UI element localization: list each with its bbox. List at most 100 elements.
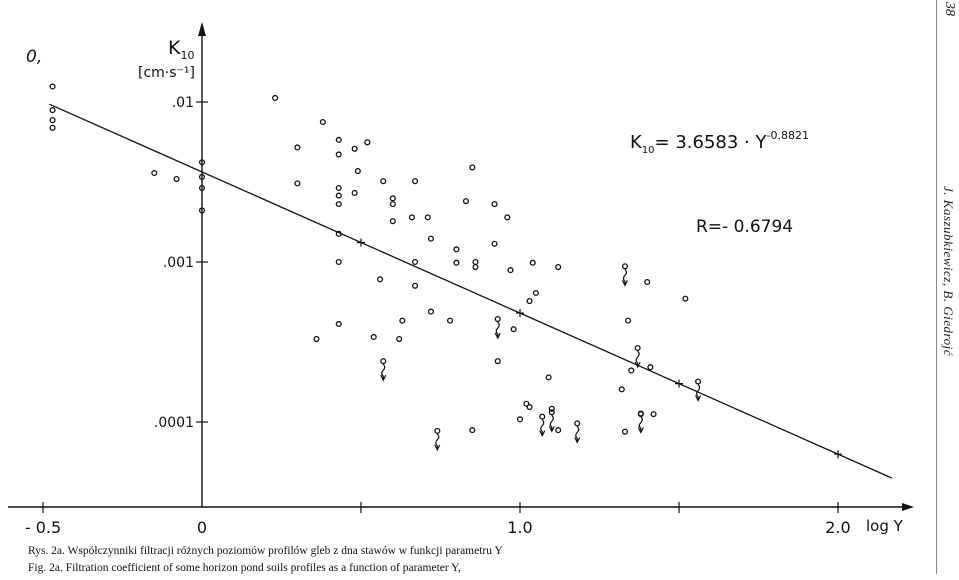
y-axis-label-main: K — [168, 37, 181, 59]
data-point — [49, 124, 56, 131]
down-arrow-icon — [637, 416, 644, 434]
y-tick-label: .001 — [163, 255, 194, 271]
data-point — [469, 164, 476, 171]
data-point — [491, 240, 498, 247]
data-point — [507, 267, 514, 274]
data-point — [272, 94, 279, 102]
data-point — [377, 276, 384, 283]
data-point — [370, 333, 377, 341]
running-head: J. Kaszubkiewicz, B. Giedrojć — [941, 186, 956, 356]
censored-data-point — [434, 427, 441, 434]
censored-data-point — [634, 344, 641, 352]
data-point — [198, 173, 206, 181]
down-arrow-icon — [574, 425, 581, 444]
data-point — [453, 246, 460, 253]
tick-marks: - 0.5 0 1.0 2.0 .01 .001 .0001 — [25, 95, 851, 537]
line-cross-marker — [357, 238, 365, 247]
censored-data-point — [494, 315, 501, 323]
data-point — [351, 145, 358, 152]
data-point — [389, 195, 396, 202]
y-axis-arrowhead — [198, 22, 206, 36]
data-point — [49, 117, 56, 124]
data-point — [313, 335, 320, 343]
data-point — [453, 259, 460, 266]
data-point — [335, 184, 342, 192]
data-point — [412, 282, 419, 289]
data-point — [628, 367, 635, 374]
equation-body: = 3.6583 · Y — [655, 132, 768, 153]
data-point — [491, 201, 498, 208]
data-point — [351, 189, 358, 197]
censored-data-point — [380, 358, 387, 365]
page-number: 38 — [942, 2, 957, 16]
censored-data-point — [574, 420, 581, 427]
censored-data-point — [695, 378, 702, 385]
down-arrow-icon — [621, 268, 628, 287]
data-point — [412, 258, 419, 266]
data-point — [545, 374, 552, 381]
x-tick-label: 2.0 — [825, 518, 850, 537]
data-point — [408, 214, 415, 221]
axes — [8, 22, 914, 511]
y-axis-unit: [cm·s⁻¹] — [138, 65, 195, 81]
line-cross-marker — [675, 379, 683, 388]
data-point — [504, 214, 511, 221]
data-point — [532, 289, 539, 297]
data-point — [516, 416, 524, 423]
data-point — [469, 427, 476, 434]
data-point — [427, 235, 435, 242]
data-point — [682, 295, 689, 302]
data-point — [151, 169, 158, 177]
data-point — [294, 144, 301, 151]
correlation-coefficient: R=- 0.6794 — [696, 217, 793, 237]
data-point — [335, 230, 342, 237]
equation-subscript: 10 — [642, 145, 655, 156]
data-point — [389, 218, 396, 225]
censored-data-point — [548, 409, 555, 416]
data-point — [412, 178, 419, 185]
data-point — [335, 136, 342, 143]
data-point — [472, 263, 479, 271]
data-point — [621, 428, 628, 435]
data-point — [427, 308, 435, 315]
equation-base: K — [630, 132, 643, 153]
data-point — [335, 258, 342, 266]
data-point — [462, 198, 469, 205]
down-arrow-icon — [539, 419, 546, 437]
data-point — [49, 83, 56, 90]
data-point — [526, 298, 533, 305]
censored-data-point — [621, 263, 628, 270]
down-arrow-icon — [634, 350, 641, 369]
data-points — [49, 83, 702, 452]
data-point — [319, 118, 326, 126]
regression-line — [49, 103, 893, 479]
data-point — [446, 317, 454, 324]
caption-polish: Rys. 2a. Współczynniki filtracji różnych… — [28, 545, 503, 557]
data-point — [618, 386, 625, 393]
data-point — [173, 175, 180, 183]
data-point — [644, 278, 651, 286]
data-point — [494, 358, 501, 365]
data-point — [364, 139, 371, 146]
data-point — [555, 263, 562, 271]
y-tick-label: .01 — [172, 95, 194, 111]
data-point — [647, 364, 654, 371]
data-point — [389, 201, 396, 208]
equation-exponent: -0.8821 — [767, 129, 809, 142]
data-point — [198, 184, 206, 192]
y-axis-label-sub: 10 — [180, 49, 194, 62]
down-arrow-icon — [695, 384, 702, 402]
y-axis-label: K10 — [168, 37, 194, 62]
x-tick-label: 1.0 — [507, 518, 532, 537]
down-arrow-icon — [548, 414, 555, 433]
data-point — [650, 411, 657, 418]
data-point — [526, 404, 533, 411]
line-cross-marker — [834, 450, 842, 459]
x-axis-arrowhead — [902, 503, 914, 511]
data-point — [335, 320, 342, 328]
x-tick-label: - 0.5 — [25, 518, 61, 537]
data-point — [472, 258, 479, 266]
data-point — [399, 317, 406, 324]
data-point — [335, 192, 342, 199]
